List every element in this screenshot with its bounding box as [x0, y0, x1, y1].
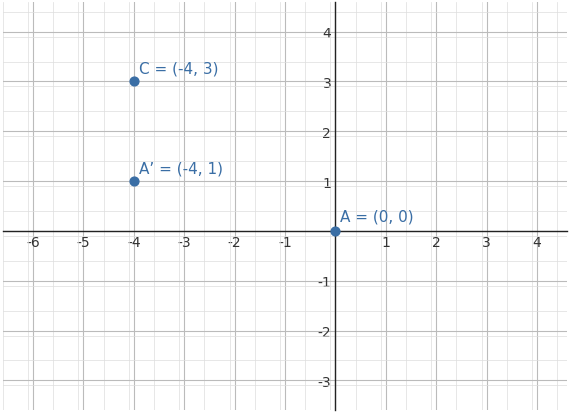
- Point: [129, 79, 139, 85]
- Point: [129, 178, 139, 185]
- Text: A’ = (-4, 1): A’ = (-4, 1): [139, 161, 223, 176]
- Point: [331, 228, 340, 235]
- Text: C = (-4, 3): C = (-4, 3): [139, 62, 218, 76]
- Text: A = (0, 0): A = (0, 0): [340, 209, 414, 224]
